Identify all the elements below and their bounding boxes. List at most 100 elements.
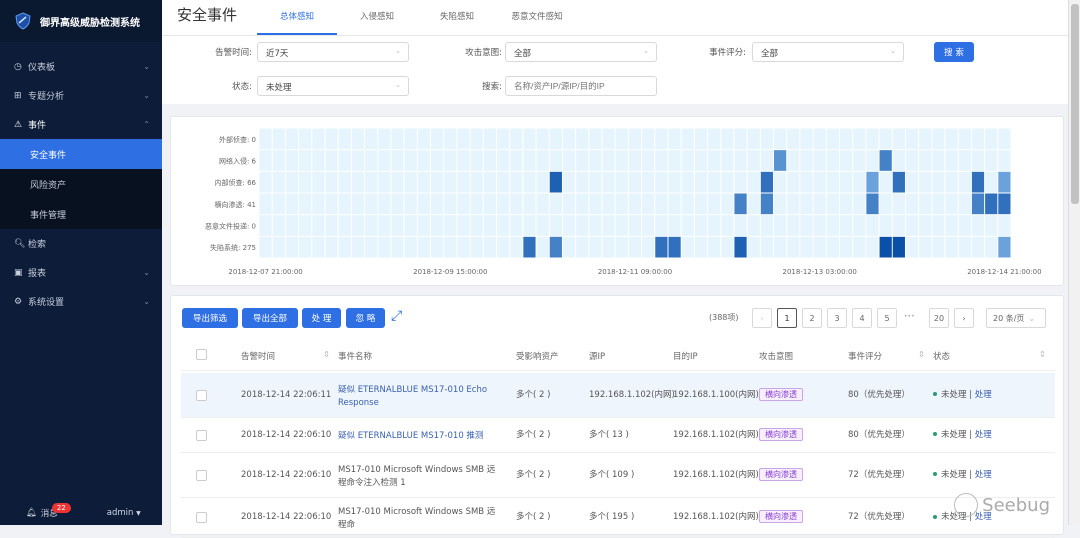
affected-assets[interactable]: 多个( 2 ): [516, 389, 551, 400]
table-row[interactable]: 2018-12-14 22:06:10 MS17-010 Microsoft W…: [181, 453, 1055, 498]
heatmap-empty-cell: [404, 128, 417, 150]
tab-compromise[interactable]: 失陷感知: [439, 12, 474, 22]
col-status[interactable]: 状态: [933, 352, 951, 362]
alert-time-select[interactable]: 近7天 ⌄: [257, 42, 409, 62]
prev-page-button[interactable]: ‹: [752, 308, 772, 328]
col-assets: 受影响资产: [516, 352, 559, 362]
heatmap-empty-cell: [325, 236, 338, 258]
heatmap-empty-cell: [800, 193, 813, 215]
handle-link[interactable]: 处理: [974, 389, 992, 400]
search-button[interactable]: 搜 索: [934, 42, 974, 62]
heatmap-empty-cell: [378, 150, 391, 171]
intent-tag: 横向渗透: [759, 510, 803, 523]
heatmap-empty-cell: [404, 215, 417, 236]
col-time[interactable]: 告警时间: [241, 352, 276, 362]
user-menu[interactable]: admin ▼: [106, 508, 141, 518]
row-checkbox[interactable]: [196, 469, 207, 481]
export-all-button[interactable]: 导出全部: [242, 308, 298, 328]
heatmap-empty-cell: [708, 236, 721, 258]
row-checkbox[interactable]: [196, 389, 207, 401]
sort-icon[interactable]: ⇕: [1039, 350, 1047, 360]
chevron-down-icon: ⌄: [890, 47, 896, 55]
heatmap-empty-cell: [496, 150, 510, 171]
heatmap-empty-cell: [576, 236, 589, 258]
sort-icon[interactable]: ⇕: [918, 350, 926, 360]
event-score: 80（优先处理）: [848, 429, 910, 440]
heatmap-empty-cell: [378, 236, 391, 258]
score-label: 事件评分:: [709, 48, 746, 58]
heatmap-empty-cell: [958, 215, 971, 236]
row-checkbox[interactable]: [196, 512, 207, 523]
page-2[interactable]: 2: [802, 308, 822, 328]
heatmap-empty-cell: [417, 171, 431, 193]
bell-icon: 🔔︎: [26, 508, 37, 518]
heatmap-empty-cell: [971, 128, 985, 150]
table-row[interactable]: 2018-12-14 22:06:11 疑似 ETERNALBLUE MS17-…: [181, 373, 1055, 418]
row-checkbox[interactable]: [196, 429, 207, 441]
expand-icon[interactable]: ⤢: [391, 308, 403, 324]
page-last[interactable]: 20: [929, 308, 949, 328]
event-name-link[interactable]: 疑似 ETERNALBLUE MS17-010 推测: [338, 431, 484, 441]
handle-link[interactable]: 处理: [974, 512, 992, 522]
handle-button[interactable]: 处 理: [302, 308, 341, 328]
affected-assets[interactable]: 多个( 2 ): [516, 429, 551, 440]
heatmap-empty-cell: [431, 193, 444, 215]
ignore-button[interactable]: 忽 略: [346, 308, 385, 328]
heatmap-empty-cell: [642, 215, 655, 236]
attack-intent-select[interactable]: 全部 ⌄: [505, 42, 657, 62]
heatmap-cell: [985, 193, 998, 215]
score-select[interactable]: 全部 ⌄: [752, 42, 904, 62]
heatmap-empty-cell: [787, 193, 800, 215]
heatmap-empty-cell: [694, 236, 708, 258]
sidebar-item-reports[interactable]: ▣ 报表 ⌄: [14, 267, 150, 280]
page-size-select[interactable]: 20 条/页 ⌄: [986, 308, 1046, 328]
event-name-link[interactable]: MS17-010 Microsoft Windows SMB 远程命: [338, 507, 496, 530]
heatmap-empty-cell: [338, 215, 351, 236]
tab-overview[interactable]: 总体感知: [257, 10, 337, 35]
tab-malicious-file[interactable]: 恶意文件感知: [511, 12, 563, 22]
heatmap-empty-cell: [536, 193, 549, 215]
affected-assets[interactable]: 多个( 2 ): [516, 469, 551, 480]
heatmap-empty-cell: [589, 171, 602, 193]
page-4[interactable]: 4: [852, 308, 872, 328]
heatmap-empty-cell: [919, 193, 932, 215]
sidebar-item-events[interactable]: ⚠ 事件 ⌃: [14, 119, 150, 132]
status-select[interactable]: 未处理 ⌄: [257, 76, 409, 96]
page-1[interactable]: 1: [777, 308, 797, 328]
sidebar-item-security-events[interactable]: 安全事件: [0, 139, 162, 169]
heatmap-empty-cell: [431, 128, 444, 150]
sidebar-item-dashboard[interactable]: ◷ 仪表板 ⌄: [14, 61, 150, 74]
page-3[interactable]: 3: [827, 308, 847, 328]
affected-assets[interactable]: 多个( 2 ): [516, 512, 551, 522]
page-5[interactable]: 5: [877, 308, 897, 328]
handle-link[interactable]: 处理: [974, 429, 992, 440]
scrollbar[interactable]: [1068, 0, 1080, 525]
table-row[interactable]: 2018-12-14 22:06:10 疑似 ETERNALBLUE MS17-…: [181, 418, 1055, 453]
table-row[interactable]: 2018-12-14 22:06:10 MS17-010 Microsoft W…: [181, 498, 1055, 538]
sort-icon[interactable]: ⇕: [323, 350, 331, 360]
event-name-link[interactable]: 疑似 ETERNALBLUE MS17-010 Echo Response: [338, 384, 488, 408]
select-all-checkbox[interactable]: [196, 349, 207, 360]
next-page-button[interactable]: ›: [954, 308, 974, 328]
sidebar-item-risk-assets[interactable]: 风险资产: [30, 180, 67, 191]
sidebar-item-settings[interactable]: ⚙ 系统设置 ⌄: [14, 296, 150, 309]
heatmap-empty-cell: [760, 215, 774, 236]
chevron-down-icon: ⌄: [143, 268, 150, 277]
heatmap-empty-cell: [391, 193, 404, 215]
heatmap-empty-cell: [628, 236, 642, 258]
sidebar-item-analysis[interactable]: ⊞ 专题分析 ⌄: [14, 90, 150, 103]
scrollbar-thumb[interactable]: [1071, 4, 1079, 204]
heatmap-empty-cell: [853, 171, 866, 193]
messages-button[interactable]: 🔔︎ 消息 22: [26, 503, 71, 519]
sidebar-item-event-management[interactable]: 事件管理: [30, 210, 67, 221]
heatmap-empty-cell: [589, 150, 602, 171]
sidebar-item-search[interactable]: 🔍︎ 检索: [14, 238, 47, 251]
col-score[interactable]: 事件评分: [848, 352, 883, 362]
event-name-link[interactable]: MS17-010 Microsoft Windows SMB 远程命令注入检测 …: [338, 464, 496, 488]
heatmap-empty-cell: [655, 193, 668, 215]
events-table-card: 导出筛选 导出全部 处 理 忽 略 ⤢ (388项) ‹ 1 2 3 4 5 •…: [170, 295, 1064, 538]
search-input[interactable]: [505, 76, 657, 96]
export-filtered-button[interactable]: 导出筛选: [182, 308, 238, 328]
handle-link[interactable]: 处理: [974, 469, 992, 480]
tab-intrusion[interactable]: 入侵感知: [359, 12, 394, 22]
